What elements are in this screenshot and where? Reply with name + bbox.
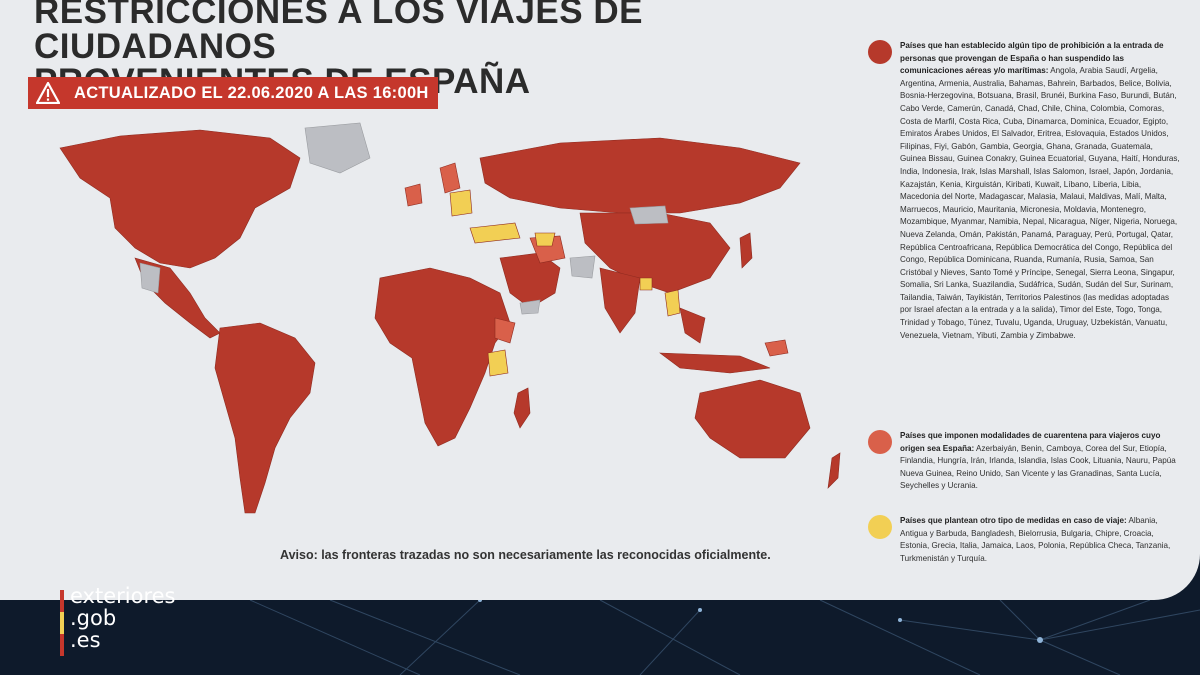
exteriores-logo[interactable]: exteriores .gob .es — [60, 585, 220, 665]
legend-item-quarantine: Países que imponen modalidades de cuaren… — [868, 430, 1180, 493]
legend-heading: Países que han establecido algún tipo de… — [900, 41, 1164, 76]
legend-text: Países que imponen modalidades de cuaren… — [900, 430, 1180, 493]
logo-text: exteriores .gob .es — [70, 585, 175, 651]
legend-text: Países que han establecido algún tipo de… — [900, 40, 1180, 342]
title-line-1: RESTRICCIONES A LOS VIAJES DE CIUDADANOS — [34, 0, 643, 66]
logo-flag-bars — [60, 590, 64, 656]
update-label: ACTUALIZADO EL 22.06.2020 A LAS 16:00H — [74, 83, 429, 102]
legend-item-other-measures: Países que plantean otro tipo de medidas… — [868, 515, 1180, 565]
legend-dot-quarantine — [868, 430, 892, 454]
main-panel: RESTRICCIONES A LOS VIAJES DE CIUDADANOS… — [0, 0, 1200, 600]
world-map — [59, 122, 841, 514]
legend-dot-prohibition — [868, 40, 892, 64]
borders-notice: Aviso: las fronteras trazadas no son nec… — [280, 548, 771, 562]
warning-icon — [36, 82, 60, 104]
logo-line-3: .es — [70, 628, 101, 652]
legend-heading: Países que imponen modalidades de cuaren… — [900, 431, 1161, 453]
logo-line-2: .gob — [70, 606, 117, 630]
logo-line-1: exteriores — [70, 584, 176, 608]
legend-item-prohibition: Países que han establecido algún tipo de… — [868, 40, 1180, 342]
map-region-no-data — [139, 122, 669, 315]
map-region-other-measures — [449, 189, 681, 377]
legend-countries: Azerbaiyán, Benin, Camboya, Corea del Su… — [900, 443, 1176, 491]
logo-bar-middle — [60, 612, 64, 634]
legend-heading: Países que plantean otro tipo de medidas… — [900, 516, 1127, 525]
legend-dot-other-measures — [868, 515, 892, 539]
legend-countries: Albania, Antigua y Barbuda, Bangladesh, … — [900, 516, 1171, 563]
update-banner: ACTUALIZADO EL 22.06.2020 A LAS 16:00H — [28, 77, 438, 109]
map-region-prohibition — [59, 129, 841, 514]
legend-countries: Angola, Arabia Saudí, Argelia, Argentina… — [900, 66, 1180, 340]
logo-bar-top — [60, 590, 64, 612]
legend-text: Países que plantean otro tipo de medidas… — [900, 515, 1180, 565]
logo-bar-bottom — [60, 634, 64, 656]
